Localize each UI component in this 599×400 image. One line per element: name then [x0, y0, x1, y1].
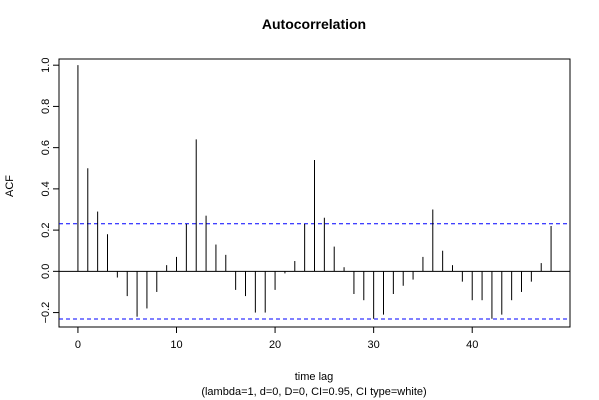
x-tick-label-30: 30 [368, 339, 380, 351]
plot-frame [58, 58, 571, 328]
y-tick-label-1: 0.0 [40, 264, 52, 279]
plot-area: 0 10 20 30 40 −0.2 0.0 0.2 0.4 0.6 0.8 1.0 [40, 58, 571, 351]
x-tick-label-20: 20 [269, 339, 281, 351]
y-tick-label-5: 0.8 [40, 99, 52, 114]
y-tick-label-6: 1.0 [40, 58, 52, 73]
y-tick-label-4: 0.6 [40, 140, 52, 155]
y-tick-label-2: 0.2 [40, 222, 52, 237]
y-tick-label-0: −0.2 [40, 302, 52, 324]
y-tick-label-3: 0.4 [40, 181, 52, 196]
x-axis-label: time lag [295, 371, 334, 383]
x-tick-label-10: 10 [170, 339, 182, 351]
x-tick-label-40: 40 [466, 339, 478, 351]
y-axis-label: ACF [4, 175, 16, 197]
chart-subtitle: (lambda=1, d=0, D=0, CI=0.95, CI type=wh… [201, 386, 426, 398]
chart-title: Autocorrelation [262, 16, 366, 32]
x-tick-label-0: 0 [75, 339, 81, 351]
